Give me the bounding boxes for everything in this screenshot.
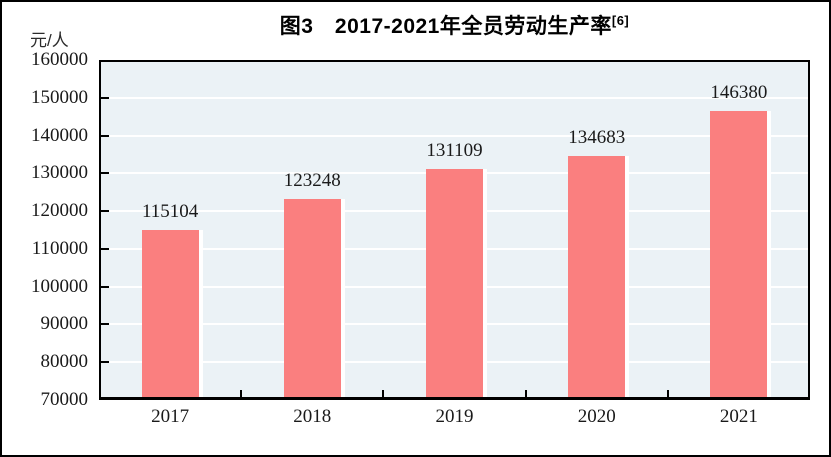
bar-value-label: 115104 xyxy=(141,200,199,222)
bar-value-label: 134683 xyxy=(568,126,626,148)
y-tick-label: 100000 xyxy=(31,275,88,297)
y-axis-tick-mark xyxy=(99,172,109,175)
y-axis-tick-mark xyxy=(99,96,109,99)
y-axis-tick-mark xyxy=(99,285,109,288)
bar-2021 xyxy=(710,111,768,400)
y-tick-label: 140000 xyxy=(31,124,88,146)
x-axis-tick-mark xyxy=(382,390,385,400)
y-axis-unit-label: 元/人 xyxy=(30,31,69,50)
bar-2018 xyxy=(283,198,341,400)
y-axis-tick-mark xyxy=(99,134,109,137)
bar-value-label: 146380 xyxy=(710,82,768,104)
y-tick-label: 70000 xyxy=(40,389,89,410)
bar-value-label: 123248 xyxy=(283,169,341,191)
gridline xyxy=(99,134,810,137)
y-tick-label: 110000 xyxy=(31,237,88,259)
x-tick-label: 2017 xyxy=(151,406,190,427)
x-tick-label: 2019 xyxy=(435,406,474,427)
plot-area: 115104 123248 131109 134683 146380 xyxy=(99,60,810,400)
bar-2017 xyxy=(141,229,199,400)
x-tick-label: 2018 xyxy=(293,406,332,427)
x-axis-tick-mark xyxy=(524,390,527,400)
gridline xyxy=(99,96,810,99)
y-tick-label: 130000 xyxy=(31,162,88,184)
y-tick-label: 90000 xyxy=(40,313,89,335)
y-tick-label: 160000 xyxy=(31,49,88,70)
y-axis-tick-mark xyxy=(99,210,109,213)
bar-value-label: 131109 xyxy=(426,140,483,162)
y-tick-label: 120000 xyxy=(31,200,88,222)
x-tick-label: 2020 xyxy=(577,406,616,427)
chart-title-text: 图3 2017-2021年全员劳动生产率 xyxy=(279,15,612,38)
chart-title: 图3 2017-2021年全员劳动生产率[6] xyxy=(99,10,810,40)
y-axis-tick-mark xyxy=(99,247,109,250)
x-tick-label: 2021 xyxy=(719,406,758,427)
x-axis-tick-mark xyxy=(666,390,669,400)
y-axis-tick-mark xyxy=(99,361,109,364)
chart-title-footnote: [6] xyxy=(611,13,630,28)
y-axis-tick-mark xyxy=(99,323,109,326)
y-tick-label: 80000 xyxy=(40,351,89,373)
y-tick-label: 150000 xyxy=(31,86,88,108)
bar-2019 xyxy=(426,169,483,400)
x-axis-tick-mark xyxy=(240,390,243,400)
bar-2020 xyxy=(568,155,626,400)
